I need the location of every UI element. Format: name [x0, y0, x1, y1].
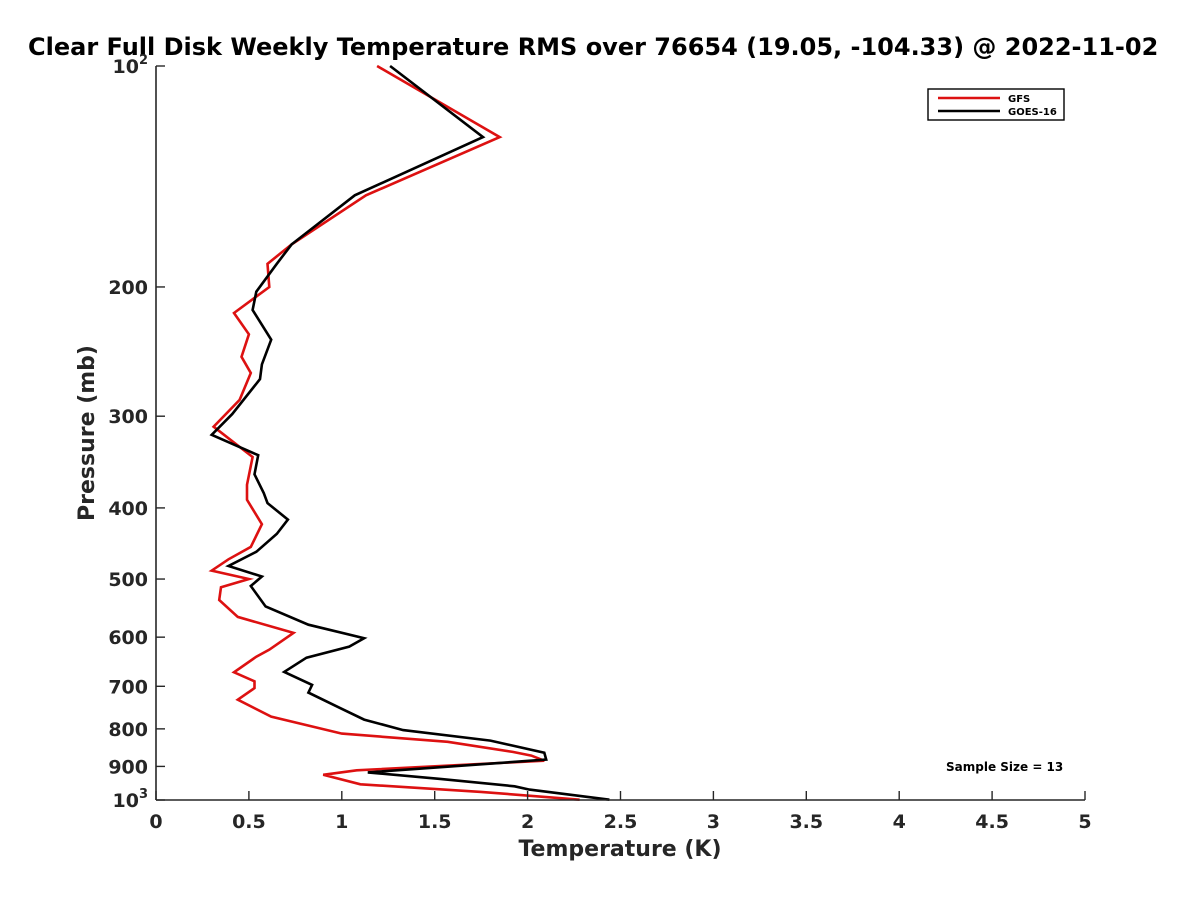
- axes: 0 0.5 1 1.5 2 2.5 3 3.5 4 4.5 5 102 200 300 400 500 600 7…: [108, 53, 1091, 833]
- y-tick-label: 103: [113, 787, 149, 812]
- series-line-goes-16: [209, 64, 610, 801]
- series-line-gfs: [208, 64, 580, 801]
- x-tick-label: 2: [521, 811, 534, 833]
- x-tick-label: 5: [1078, 811, 1091, 833]
- x-axis-label: Temperature (K): [518, 837, 721, 862]
- y-tick-label: 102: [113, 53, 149, 78]
- x-tick-label: 3: [707, 811, 720, 833]
- x-tick-label: 3.5: [789, 811, 823, 833]
- y-tick-label: 700: [108, 676, 148, 698]
- x-tick-label: 4: [893, 811, 906, 833]
- y-tick-label: 300: [108, 406, 148, 428]
- legend-label: GOES-16: [1008, 107, 1057, 118]
- legend-box: [927, 88, 1065, 121]
- sample-size-annotation: Sample Size = 13: [946, 760, 1063, 774]
- legend: GFS GOES-16: [927, 88, 1065, 121]
- y-tick-label: 800: [108, 719, 148, 741]
- x-tick-label: 1.5: [418, 811, 452, 833]
- x-tick-label: 2.5: [604, 811, 638, 833]
- y-tick-label: 600: [108, 627, 148, 649]
- y-tick-label: 900: [108, 756, 148, 778]
- plot-area: [208, 64, 610, 801]
- y-tick-label: 400: [108, 498, 148, 520]
- x-tick-label: 0.5: [232, 811, 266, 833]
- x-tick-label: 0: [149, 811, 162, 833]
- x-tick-label: 4.5: [975, 811, 1009, 833]
- x-tick-label: 1: [335, 811, 348, 833]
- legend-label: GFS: [1008, 94, 1030, 105]
- y-tick-label: 500: [108, 569, 148, 591]
- y-axis-label: Pressure (mb): [75, 345, 100, 521]
- chart-title: Clear Full Disk Weekly Temperature RMS o…: [28, 33, 1158, 61]
- y-tick-label: 200: [108, 277, 148, 299]
